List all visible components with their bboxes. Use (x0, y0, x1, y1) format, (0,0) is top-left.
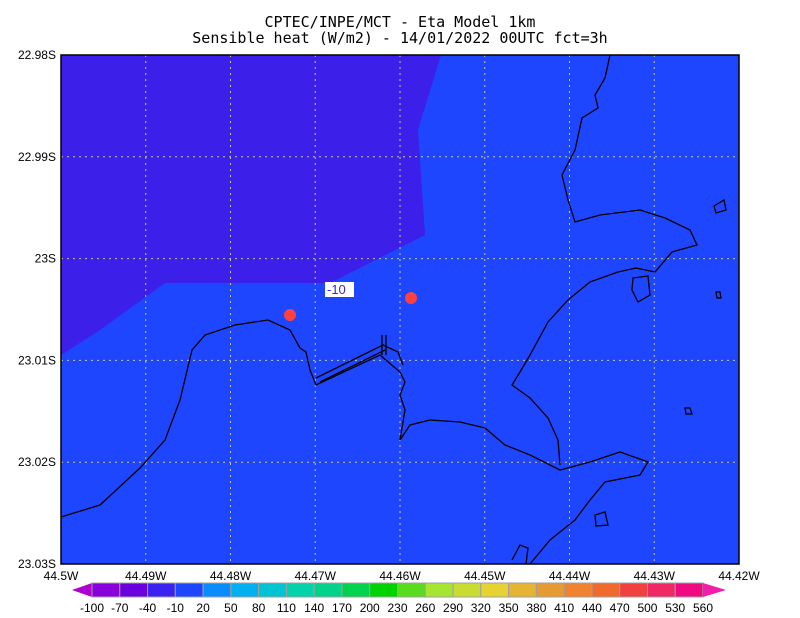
colorbar-label: 200 (360, 601, 380, 615)
colorbar-label: 410 (554, 601, 574, 615)
colorbar-box (619, 582, 648, 598)
lon-label: 44.45W (464, 569, 506, 583)
colorbar: -100 -70 -40 -10 20 50 80 110 140 170 200 230 260 290… (72, 582, 726, 615)
colorbar-label: 440 (582, 601, 602, 615)
lon-label: 44.44W (549, 569, 591, 583)
colorbar-box (397, 582, 426, 598)
colorbar-box (313, 582, 343, 598)
colorbar-label: 560 (693, 601, 713, 615)
lat-label: 23.03S (18, 557, 56, 571)
colorbar-label: 320 (471, 601, 491, 615)
title-line-1: CPTEC/INPE/MCT - Eta Model 1km (264, 13, 536, 31)
lat-label: 23S (35, 252, 56, 266)
colorbar-box (369, 582, 398, 598)
colorbar-box (202, 582, 232, 598)
contour-label: -10 (327, 282, 346, 297)
lon-label: 44.42W (718, 569, 760, 583)
lon-label: 44.5W (44, 569, 79, 583)
lat-label: 22.99S (18, 150, 56, 164)
colorbar-box (535, 582, 565, 598)
colorbar-box (508, 582, 537, 598)
contour-label-box (325, 282, 354, 297)
lon-label: 44.46W (379, 569, 421, 583)
field-region-low (61, 55, 441, 355)
lat-label: 23.01S (18, 353, 56, 367)
lon-label: 44.48W (210, 569, 252, 583)
colorbar-label: 140 (304, 601, 324, 615)
colorbar-box (424, 582, 454, 598)
colorbar-box (91, 582, 121, 598)
colorbar-box (174, 582, 204, 598)
colorbar-label: 170 (332, 601, 352, 615)
colorbar-box (341, 582, 371, 598)
station-marker (284, 309, 296, 321)
lat-label: 22.98S (18, 48, 56, 62)
colorbar-label: 530 (665, 601, 685, 615)
colorbar-box (452, 582, 482, 598)
lon-label: 44.47W (295, 569, 337, 583)
colorbar-box (674, 582, 704, 598)
colorbar-box (230, 582, 260, 598)
colorbar-box (258, 582, 287, 598)
lon-label: 44.49W (125, 569, 167, 583)
plot-frame (60, 54, 740, 565)
colorbar-box (563, 582, 593, 598)
colorbar-label: 80 (252, 601, 266, 615)
colorbar-box (646, 582, 676, 598)
colorbar-upper-triangle (703, 583, 726, 597)
colorbar-label: 500 (637, 601, 657, 615)
lon-label: 44.43W (634, 569, 676, 583)
colorbar-lower-triangle (72, 583, 92, 597)
lat-label: 23.02S (18, 455, 56, 469)
colorbar-label: 230 (387, 601, 407, 615)
colorbar-label: 470 (610, 601, 630, 615)
axis-labels: 44.5W 44.49W 44.48W 44.47W 44.46W 44.45W 44.44… (18, 48, 760, 583)
colorbar-label: 110 (277, 601, 296, 615)
colorbar-label: -10 (167, 601, 185, 615)
grid-lines (61, 55, 739, 564)
colorbar-label: 50 (224, 601, 238, 615)
colorbar-label: -100 (80, 601, 104, 615)
colorbar-label: 380 (526, 601, 546, 615)
colorbar-label: 350 (499, 601, 519, 615)
colorbar-box (285, 582, 315, 598)
colorbar-label: -40 (139, 601, 157, 615)
colorbar-box (119, 582, 149, 598)
title-line-2: Sensible heat (W/m2) - 14/01/2022 00UTC … (192, 29, 608, 47)
colorbar-box (480, 582, 510, 598)
colorbar-label: 260 (415, 601, 435, 615)
colorbar-label: 290 (443, 601, 463, 615)
coastline (60, 54, 727, 565)
colorbar-label: 20 (196, 601, 210, 615)
station-marker (405, 292, 417, 304)
colorbar-box (591, 582, 621, 598)
colorbar-label: -70 (111, 601, 129, 615)
colorbar-box (147, 582, 176, 598)
